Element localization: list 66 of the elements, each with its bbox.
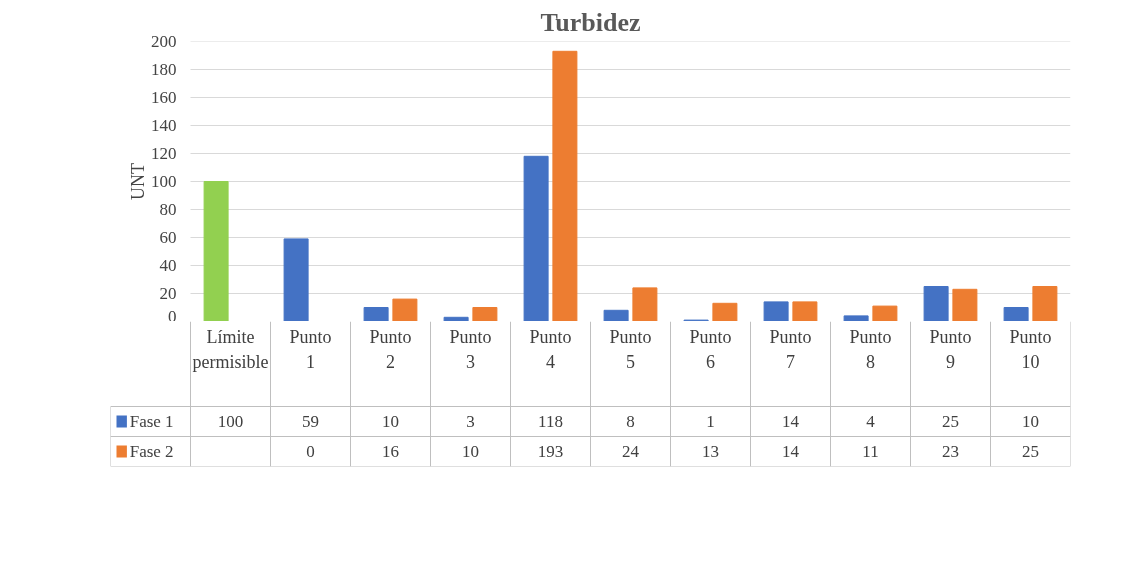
x-tick-label: Límite permisible <box>192 326 269 372</box>
y-tick-label: 180 <box>151 60 177 79</box>
x-tick-label: Punto 7 <box>769 326 812 372</box>
x-tick-label: Punto 6 <box>689 326 732 372</box>
bar <box>552 50 578 321</box>
data-label: 11 <box>862 442 879 461</box>
x-tick-label: Punto 2 <box>369 326 412 372</box>
bar <box>763 301 789 321</box>
data-label: 13 <box>702 442 719 461</box>
data-label: 4 <box>866 412 876 431</box>
y-tick-label: 100 <box>151 172 177 191</box>
legend-label: Fase 2 <box>129 442 174 461</box>
bar <box>632 287 658 321</box>
data-label: 193 <box>537 442 564 461</box>
chart-title: Turbidez <box>540 7 641 37</box>
bar <box>872 305 898 321</box>
data-label: 59 <box>302 412 319 431</box>
data-label: 1 <box>706 412 715 431</box>
x-tick-label: Punto 3 <box>449 326 492 372</box>
data-label: 3 <box>466 412 475 431</box>
x-tick-label: Punto 5 <box>609 326 652 372</box>
y-tick-label: 20 <box>159 284 177 303</box>
bar <box>603 309 629 321</box>
x-tick-label: Punto 9 <box>929 326 972 372</box>
bar <box>392 298 418 321</box>
data-label: 0 <box>306 442 315 461</box>
bar <box>523 155 549 321</box>
y-tick-label: 120 <box>151 144 177 163</box>
data-label: 10 <box>1022 412 1039 431</box>
bar <box>923 286 949 321</box>
bar <box>472 307 498 321</box>
bar <box>792 301 818 321</box>
data-label: 16 <box>382 442 399 461</box>
data-label: 25 <box>1022 442 1039 461</box>
data-label: 25 <box>942 412 959 431</box>
data-label: 14 <box>782 442 800 461</box>
data-label: 8 <box>626 412 635 431</box>
x-tick-label: Punto 8 <box>849 326 892 372</box>
x-tick-label: Punto 4 <box>529 326 572 372</box>
data-label: 10 <box>462 442 479 461</box>
y-tick-label: 80 <box>159 200 177 219</box>
x-tick-label: Punto 1 <box>289 326 332 372</box>
bar <box>363 307 389 321</box>
legend-label: Fase 1 <box>129 412 174 431</box>
data-label: 10 <box>382 412 399 431</box>
data-label: 14 <box>782 412 800 431</box>
bar <box>283 238 309 321</box>
y-tick-label: 0 <box>168 306 177 326</box>
y-axis-title: UNT <box>128 163 148 200</box>
y-tick-label: 40 <box>159 256 177 275</box>
data-label: 118 <box>538 412 563 431</box>
bar <box>952 288 978 321</box>
bar <box>1032 286 1058 321</box>
y-tick-label: 140 <box>151 116 177 135</box>
bar <box>712 302 738 321</box>
bar <box>1003 307 1029 321</box>
y-tick-label: 160 <box>151 88 177 107</box>
x-tick-label: Punto 10 <box>1009 326 1052 372</box>
data-label: 23 <box>942 442 959 461</box>
bar <box>203 181 229 321</box>
data-label: 100 <box>217 412 244 431</box>
y-tick-label: 200 <box>151 32 177 51</box>
bar <box>843 315 869 321</box>
data-label: 24 <box>622 442 640 461</box>
y-tick-label: 60 <box>159 228 177 247</box>
bar <box>443 316 469 321</box>
